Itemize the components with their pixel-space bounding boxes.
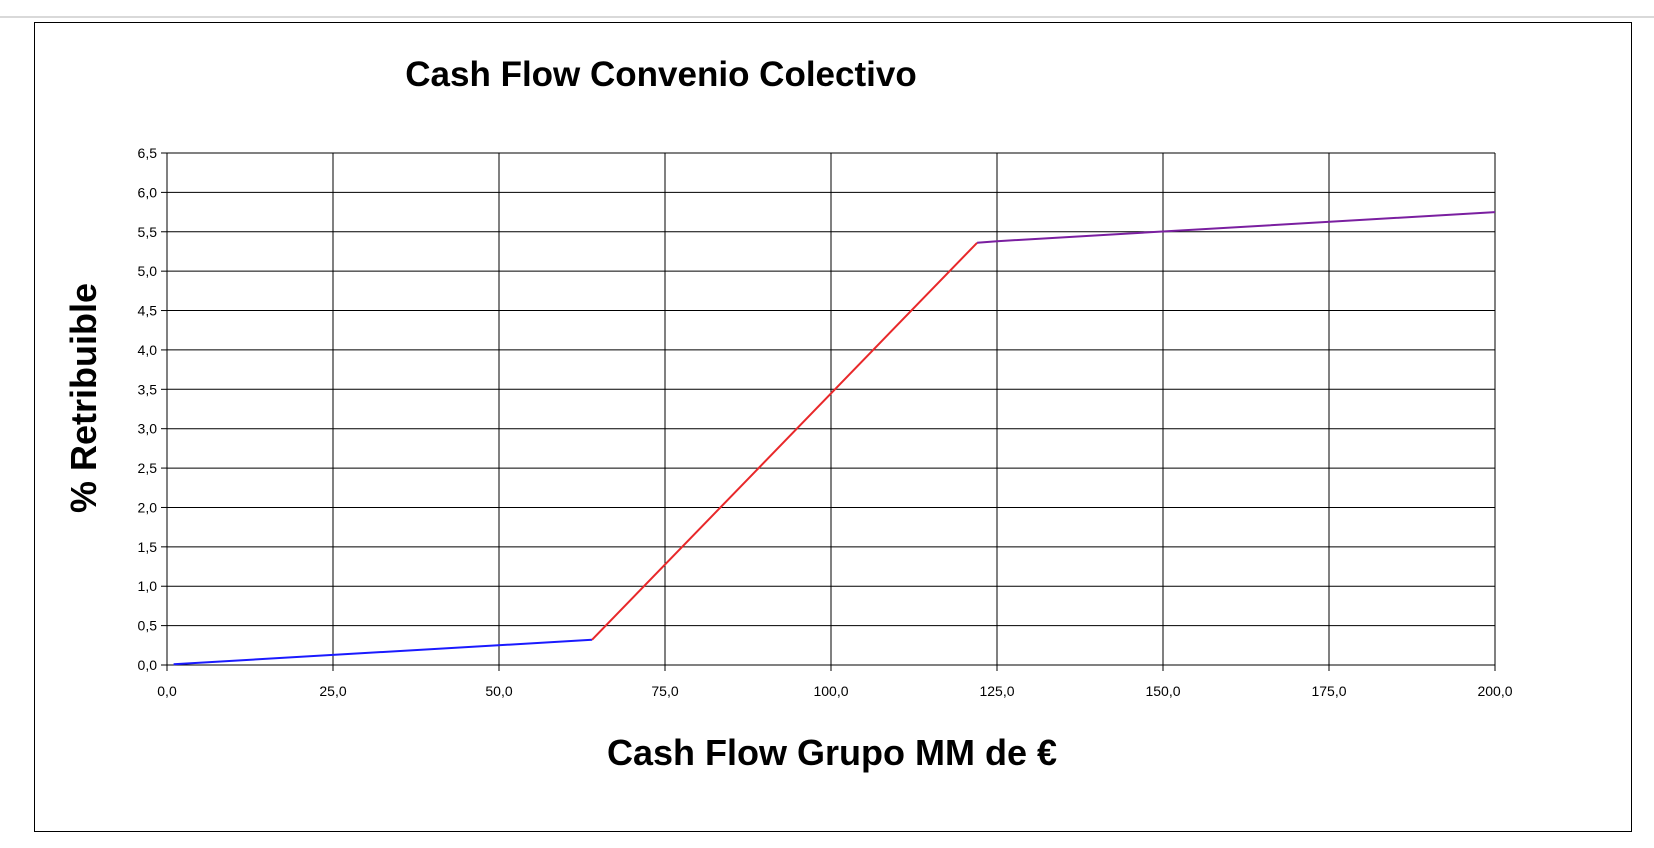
- y-tick-label: 2,5: [138, 460, 158, 476]
- x-tick-label: 200,0: [1477, 683, 1512, 699]
- top-rule: [0, 16, 1654, 18]
- x-tick-label: 75,0: [651, 683, 678, 699]
- y-tick-label: 6,5: [138, 145, 158, 161]
- y-tick-label: 0,0: [138, 657, 158, 673]
- grid: [161, 152, 1496, 671]
- y-tick-label: 5,5: [138, 224, 158, 240]
- y-tick-label: 6,0: [138, 184, 158, 200]
- series-line-3: [977, 211, 1496, 244]
- series-layer: [173, 211, 1496, 666]
- x-tick-label: 150,0: [1145, 683, 1180, 699]
- y-tick-label: 3,5: [138, 381, 158, 397]
- x-tick-label: 0,0: [157, 683, 177, 699]
- series-line-2: [591, 242, 978, 641]
- y-tick-label: 1,5: [138, 539, 158, 555]
- y-tick-label: 3,0: [138, 421, 158, 437]
- chart-frame: Cash Flow Convenio Colectivo 0,0 25,0 50,0…: [34, 22, 1632, 832]
- x-tick-labels: 0,0 25,0 50,0 75,0 100,0 125,0 150,0 175,0 200,0: [157, 683, 1512, 699]
- x-axis-title: Cash Flow Grupo MM de €: [607, 732, 1057, 773]
- y-tick-label: 1,0: [138, 578, 158, 594]
- x-tick-label: 175,0: [1311, 683, 1346, 699]
- y-tick-label: 4,0: [138, 342, 158, 358]
- x-tick-label: 25,0: [319, 683, 346, 699]
- x-tick-label: 100,0: [813, 683, 848, 699]
- chart-title: Cash Flow Convenio Colectivo: [405, 55, 916, 94]
- series-line-1: [173, 638, 593, 666]
- y-tick-label: 0,5: [138, 618, 158, 634]
- y-axis-title: % Retribuible: [63, 283, 104, 513]
- y-tick-label: 5,0: [138, 263, 158, 279]
- x-tick-label: 125,0: [979, 683, 1014, 699]
- x-tick-label: 50,0: [485, 683, 512, 699]
- y-tick-labels: 0,0 0,5 1,0 1,5 2,0 2,5 3,0 3,5 4,0 4,5 5,0 5,5 6,0 6…: [138, 145, 158, 673]
- chart-svg: Cash Flow Convenio Colectivo 0,0 25,0 50,0…: [63, 55, 1513, 773]
- y-tick-label: 4,5: [138, 303, 158, 319]
- y-tick-label: 2,0: [138, 499, 158, 515]
